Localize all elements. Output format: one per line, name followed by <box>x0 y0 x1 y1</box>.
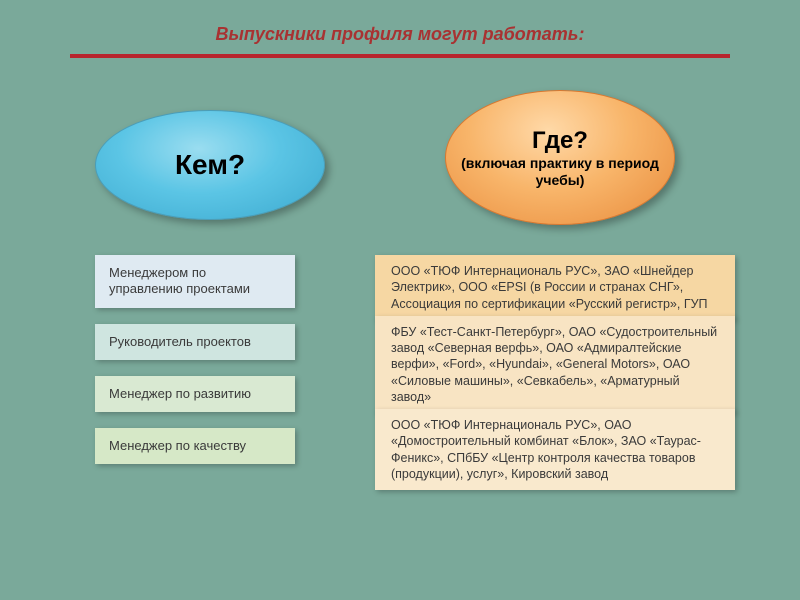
company-block: ООО «ТЮФ Интернациональ РУС», ОАО «Домос… <box>375 409 735 490</box>
question-who-ellipse: Кем? <box>95 110 325 220</box>
role-item: Менеджер по развитию <box>95 376 295 412</box>
companies-column: ООО «ТЮФ Интернациональ РУС», ЗАО «Шнейд… <box>375 255 735 490</box>
where-label: Где? <box>532 127 588 155</box>
page-title: Выпускники профиля могут работать: <box>0 24 800 45</box>
role-item: Менеджер по качеству <box>95 428 295 464</box>
company-block: ООО «ТЮФ Интернациональ РУС», ЗАО «Шнейд… <box>375 255 735 320</box>
title-underline <box>70 54 730 58</box>
company-block: ФБУ «Тест-Санкт-Петербург», ОАО «Судостр… <box>375 316 735 413</box>
role-item: Руководитель проектов <box>95 324 295 360</box>
who-label: Кем? <box>175 149 245 181</box>
role-item: Менеджером по управлению проектами <box>95 255 295 308</box>
roles-column: Менеджером по управлению проектами Руков… <box>95 255 295 480</box>
where-sublabel: (включая практику в период учебы) <box>454 155 666 187</box>
question-where-ellipse: Где? (включая практику в период учебы) <box>445 90 675 225</box>
